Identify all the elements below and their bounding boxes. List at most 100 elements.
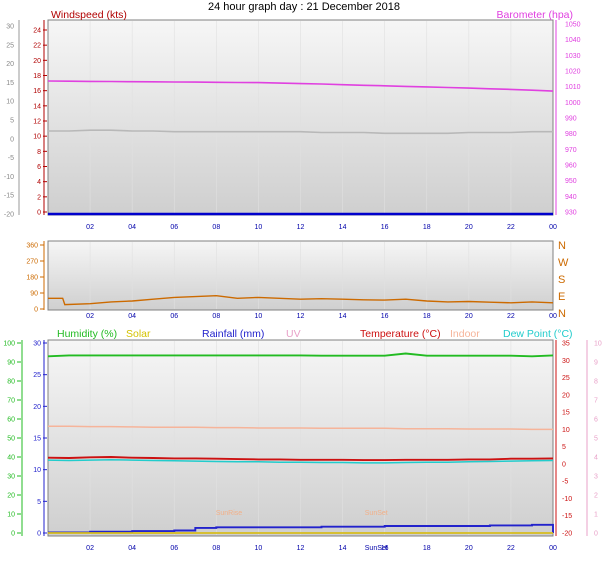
barometer-tick: 960 — [565, 163, 577, 170]
uv-tick: 9 — [594, 360, 598, 367]
barometer-tick: 950 — [565, 178, 577, 185]
x-tick-label: 20 — [465, 313, 473, 320]
compass-label: N — [558, 308, 566, 320]
humidity-tick: 50 — [7, 436, 15, 443]
x-tick-label: 04 — [128, 224, 136, 231]
uv-tick: 4 — [594, 455, 598, 462]
barometer-tick: 990 — [565, 116, 577, 123]
wind-tick: 6 — [37, 164, 41, 171]
uv-tick: 7 — [594, 398, 598, 405]
series-line-indoor — [48, 425, 553, 431]
x-tick-label: 16 — [381, 545, 389, 552]
x-tick-label: 18 — [423, 224, 431, 231]
page-title: 24 hour graph day : 21 December 2018 — [208, 1, 400, 13]
barometer-tick: 1050 — [565, 22, 581, 29]
wind-tick: 0 — [37, 210, 41, 217]
wind-tick: 10 — [33, 134, 41, 141]
outer-left-tick: 20 — [6, 61, 14, 68]
temperature-tick: -20 — [562, 531, 572, 538]
x-tick-label: 02 — [86, 224, 94, 231]
direction-tick: 270 — [26, 259, 38, 266]
x-tick-label: 18 — [423, 545, 431, 552]
x-tick-label: 16 — [381, 313, 389, 320]
series-line-wind-direction — [48, 294, 554, 306]
outer-left-tick: 10 — [6, 99, 14, 106]
temperature-tick: -15 — [562, 513, 572, 520]
legend-uv: UV — [286, 328, 301, 340]
rain-tick: 25 — [33, 372, 41, 379]
wind-tick: 24 — [33, 28, 41, 35]
barometer-tick: 1000 — [565, 100, 581, 107]
legend-temperature: Temperature (°C) — [360, 328, 441, 340]
windspeed-axis-title: Windspeed (kts) — [51, 9, 127, 21]
legend-rainfall: Rainfall (mm) — [202, 328, 264, 340]
x-tick-label: 02 — [86, 545, 94, 552]
barometer-tick: 930 — [565, 210, 577, 217]
barometer-tick: 1030 — [565, 53, 581, 60]
uv-tick: 3 — [594, 474, 598, 481]
series-line-temperature-c — [47, 456, 554, 462]
humidity-tick: 0 — [11, 531, 15, 538]
x-tick-label: 10 — [255, 545, 263, 552]
humidity-tick: 80 — [7, 379, 15, 386]
temperature-tick: -5 — [562, 479, 568, 486]
compass-label: N — [558, 240, 566, 252]
legend-dew-point: Dew Point (°C) — [503, 328, 573, 340]
temperature-tick: 35 — [562, 341, 570, 348]
humidity-tick: 100 — [3, 341, 15, 348]
x-tick-label: 06 — [170, 545, 178, 552]
wind-tick: 16 — [33, 88, 41, 95]
x-tick-label: 06 — [170, 224, 178, 231]
barometer-tick: 980 — [565, 131, 577, 138]
x-tick-label: 14 — [339, 545, 347, 552]
temperature-tick: 0 — [562, 461, 566, 468]
compass-label: W — [558, 257, 569, 269]
x-tick-label: 12 — [297, 545, 305, 552]
x-tick-label: 06 — [170, 313, 178, 320]
rain-tick: 0 — [37, 531, 41, 538]
uv-tick: 8 — [594, 379, 598, 386]
temperature-tick: 5 — [562, 444, 566, 451]
x-tick-label: 10 — [255, 313, 263, 320]
temperature-tick: 25 — [562, 375, 570, 382]
outer-left-tick: 0 — [10, 136, 14, 143]
rain-tick: 30 — [33, 341, 41, 348]
uv-tick: 2 — [594, 493, 598, 500]
x-tick-label: 00 — [549, 313, 557, 320]
legend-indoor: Indoor — [450, 328, 480, 340]
x-tick-label: 02 — [86, 313, 94, 320]
series-line-rainfall-mm — [48, 523, 554, 534]
temperature-tick: 30 — [562, 358, 570, 365]
uv-tick: 10 — [594, 341, 602, 348]
rain-tick: 5 — [37, 499, 41, 506]
barometer-tick: 1020 — [565, 69, 581, 76]
rain-tick: 10 — [33, 467, 41, 474]
wind-tick: 14 — [33, 103, 41, 110]
series-line-dew-point-c — [47, 459, 554, 464]
outer-left-tick: 30 — [6, 24, 14, 31]
outer-left-tick: 15 — [6, 80, 14, 87]
rain-tick: 20 — [33, 404, 41, 411]
humidity-tick: 60 — [7, 417, 15, 424]
x-tick-label: 12 — [297, 224, 305, 231]
x-tick-label: 16 — [381, 224, 389, 231]
series-line-humidity — [47, 352, 554, 358]
x-tick-label: 22 — [507, 545, 515, 552]
x-tick-label: 00 — [549, 545, 557, 552]
uv-tick: 5 — [594, 436, 598, 443]
humidity-tick: 10 — [7, 512, 15, 519]
uv-tick: 0 — [594, 531, 598, 538]
sunrise-label: SunRise — [216, 510, 243, 517]
x-tick-label: 22 — [507, 224, 515, 231]
wind-tick: 22 — [33, 43, 41, 50]
barometer-tick: 1040 — [565, 37, 581, 44]
wind-tick: 8 — [37, 149, 41, 156]
humidity-tick: 90 — [7, 360, 15, 367]
x-tick-label: 08 — [212, 545, 220, 552]
x-tick-label: 04 — [128, 313, 136, 320]
temperature-tick: 20 — [562, 392, 570, 399]
x-tick-label: 12 — [297, 313, 305, 320]
x-tick-label: 14 — [339, 313, 347, 320]
humidity-tick: 20 — [7, 493, 15, 500]
temperature-tick: -10 — [562, 496, 572, 503]
